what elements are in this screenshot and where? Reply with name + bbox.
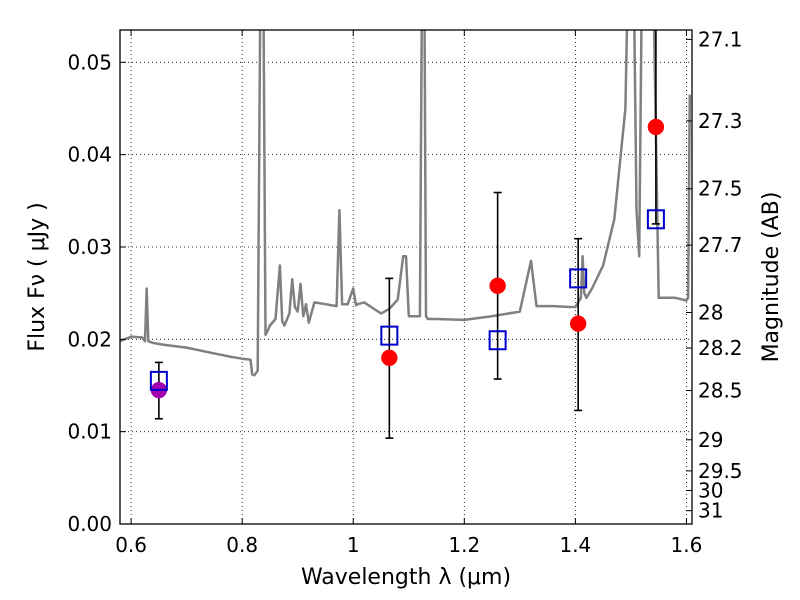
data-point-circle <box>489 277 506 295</box>
data-point-circle <box>381 349 398 367</box>
y2-tick-label: 30 <box>698 478 723 502</box>
y-tick-label: 0.00 <box>67 512 112 536</box>
data-layer <box>120 30 692 439</box>
x-tick-label: 1.4 <box>559 533 591 557</box>
y2-tick-label: 28.2 <box>698 336 743 360</box>
data-point-square <box>646 209 665 230</box>
y2-tick-label: 27.3 <box>698 109 743 133</box>
data-point-square <box>569 268 588 289</box>
y-tick-label: 0.02 <box>67 327 112 351</box>
x-tick-label: 0.8 <box>226 533 258 557</box>
data-point-square <box>488 330 507 351</box>
y2-tick-label: 27.5 <box>698 177 743 201</box>
y-axis-ticks: 0.00 0.01 0.02 0.03 0.04 0.05 <box>67 50 126 536</box>
data-point-square <box>149 370 168 391</box>
spectrum-line <box>120 30 692 377</box>
x-tick-label: 1 <box>347 533 360 557</box>
data-point-circle <box>569 315 587 332</box>
grid-lines <box>120 30 692 524</box>
y2-tick-label: 28 <box>698 300 723 324</box>
y-tick-label: 0.05 <box>67 50 112 74</box>
y2-tick-label: 28.5 <box>698 379 743 403</box>
x-tick-label: 1.2 <box>448 533 480 557</box>
plot-area <box>120 30 692 439</box>
data-point-circle <box>647 118 665 136</box>
y-tick-label: 0.01 <box>67 420 112 444</box>
x-tick-label: 0.6 <box>115 533 147 557</box>
x-tick-label: 1.6 <box>671 533 703 557</box>
y-tick-label: 0.04 <box>67 143 112 167</box>
plot-frame <box>119 29 693 525</box>
y2-tick-label: 27.1 <box>698 27 743 51</box>
y2-tick-label: 29 <box>698 428 723 452</box>
y-tick-label: 0.03 <box>67 235 112 259</box>
x-axis-label: Wavelength λ (μm) <box>301 565 511 590</box>
y2-axis-label: Magnitude (AB) <box>759 192 784 363</box>
x-axis-ticks: 0.6 0.8 1 1.2 1.4 1.6 <box>115 30 702 557</box>
y2-tick-label: 27.7 <box>698 233 743 257</box>
y2-tick-label: 29.5 <box>698 459 743 483</box>
y-axis-label: Flux Fν ( μJy ) <box>25 202 50 351</box>
y2-tick-label: 31 <box>698 499 723 523</box>
data-point-square <box>380 325 399 346</box>
